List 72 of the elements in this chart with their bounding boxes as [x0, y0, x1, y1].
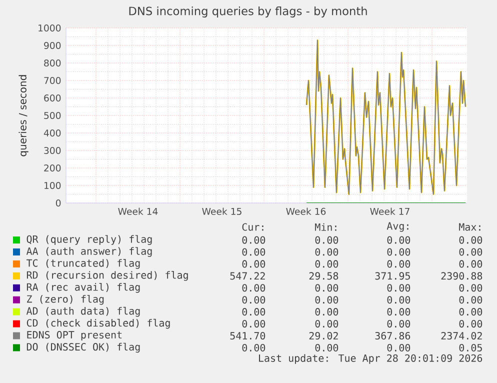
y-tick-label: 200	[44, 164, 61, 172]
text: 371.95	[375, 272, 410, 280]
text: 0.00	[315, 320, 338, 328]
text: 547.22	[230, 272, 265, 280]
text: 0.00	[459, 236, 482, 244]
text: 367.86	[375, 332, 410, 340]
text: 0.00	[387, 296, 410, 304]
text: 0.00	[242, 284, 266, 292]
text: 0.00	[315, 284, 338, 292]
text: 0.00	[387, 308, 410, 316]
legend-label: Z (zero) flag	[27, 294, 104, 305]
text: 0.00	[242, 308, 266, 316]
text: 0.00	[315, 248, 338, 256]
y-tick-label: 500	[44, 112, 61, 120]
text: 0.00	[387, 320, 410, 328]
text: 0.00	[387, 284, 410, 292]
legend-label: AA (auth answer) flag	[26, 247, 152, 257]
legend-label: QR (query reply) flag	[26, 235, 152, 245]
text: 0.00	[242, 344, 266, 352]
text: Avg:	[386, 222, 408, 232]
text: Max:	[459, 223, 480, 231]
text: 0.00	[387, 248, 410, 256]
text: 0.00	[242, 236, 266, 244]
text: 0.05	[459, 344, 482, 352]
text: 29.58	[309, 272, 338, 280]
text: 0.00	[459, 320, 482, 328]
text: 0.00	[459, 296, 482, 304]
legend-label: EDNS OPT present	[27, 331, 122, 340]
text: 0.00	[242, 248, 266, 256]
y-tick-label: 100	[44, 182, 61, 190]
text: 0.00	[242, 296, 266, 304]
legend-label: AD (auth data) flag	[26, 306, 140, 317]
text: 0.00	[387, 344, 410, 352]
text: Last update: Tue Apr 28 20:01:09 2026	[259, 354, 482, 364]
x-tick-label: Week 15	[202, 208, 242, 215]
text: 0.00	[242, 260, 266, 268]
y-tick-label: 400	[44, 129, 61, 137]
y-axis-title: queries / second	[18, 75, 28, 156]
text: 0.00	[459, 260, 482, 268]
text: 0.00	[459, 308, 482, 316]
y-tick-label: 800	[44, 59, 61, 67]
text: 0.00	[315, 260, 338, 268]
text: 0.00	[315, 344, 338, 352]
y-tick-label: 1000	[38, 24, 61, 32]
y-tick-label: 0	[56, 199, 61, 207]
text: 29.02	[309, 332, 338, 340]
x-tick-label: Week 17	[370, 208, 410, 215]
x-tick-label: Week 16	[286, 208, 326, 215]
text: 2390.88	[441, 272, 482, 280]
legend-label: RD (recursion desired) flag	[26, 271, 188, 281]
text: 0.00	[387, 236, 410, 244]
legend-label: DO (DNSSEC OK) flag	[26, 342, 140, 353]
text: Cur:	[242, 223, 264, 231]
text: 0.00	[315, 296, 338, 304]
y-tick-label: 700	[44, 76, 61, 84]
legend-label: RA (rec avail) flag	[26, 282, 140, 293]
text: 0.00	[315, 236, 338, 244]
text: Min:	[315, 223, 336, 231]
text: 2374.02	[441, 332, 482, 340]
y-tick-label: 900	[44, 42, 61, 50]
text: 0.00	[315, 308, 338, 316]
text: 0.00	[242, 320, 266, 328]
chart-title: DNS incoming queries by flags - by month	[129, 6, 367, 18]
legend-label: CD (check disabled) flag	[26, 318, 170, 329]
x-tick-label: Week 14	[118, 208, 158, 215]
text: 0.00	[387, 260, 410, 268]
y-tick-label: 300	[44, 146, 61, 154]
y-tick-label: 600	[44, 94, 61, 102]
text: 0.00	[459, 248, 482, 256]
text: 541.70	[230, 332, 266, 340]
legend-label: TC (truncated) flag	[26, 259, 140, 269]
text: 0.00	[459, 284, 482, 292]
